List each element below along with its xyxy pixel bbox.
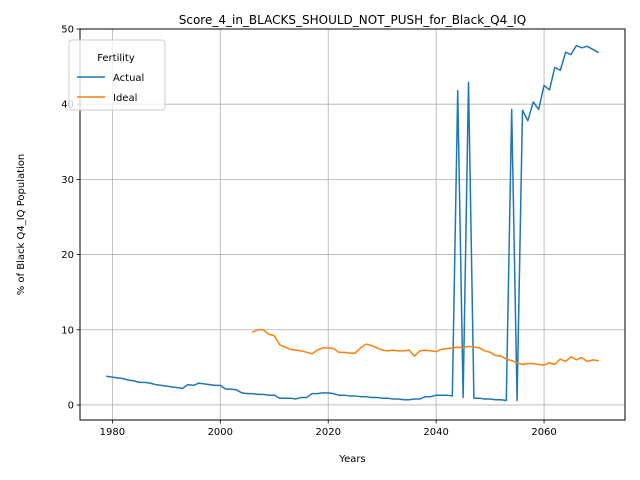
x-tick-label: 1980: [100, 427, 125, 438]
x-tick-label: 2020: [315, 427, 340, 438]
legend-box: [68, 39, 166, 111]
y-tick-label: 50: [61, 25, 74, 36]
legend-entries: Actual Ideal: [77, 73, 144, 104]
y-axis-label: % of Black Q4_IQ Population: [16, 154, 27, 296]
y-tick-label: 30: [61, 175, 74, 186]
series-lines: [106, 44, 600, 402]
y-tick-label: 20: [61, 250, 74, 261]
legend-title: Fertility: [97, 53, 135, 64]
x-axis-label: Years: [338, 454, 365, 465]
series-line-ideal: [251, 329, 599, 366]
legend-label-ideal: Ideal: [113, 93, 137, 104]
y-tick-label: 40: [61, 100, 74, 111]
axis-ticks: 1980 2000 2020 2040 2060 0 10 20 30 40 50: [61, 25, 557, 439]
x-tick-label: 2040: [423, 427, 448, 438]
legend: Fertility Actual Ideal: [68, 39, 166, 111]
legend-label-actual: Actual: [113, 73, 144, 84]
y-tick-label: 0: [68, 400, 74, 411]
series-line-actual: [106, 44, 600, 402]
x-tick-label: 2060: [531, 427, 556, 438]
plot-frame: [79, 28, 626, 421]
chart-title: Score_4_in_BLACKS_SHOULD_NOT_PUSH_for_Bl…: [179, 13, 526, 27]
x-tick-label: 2000: [208, 427, 233, 438]
y-tick-label: 10: [61, 325, 74, 336]
